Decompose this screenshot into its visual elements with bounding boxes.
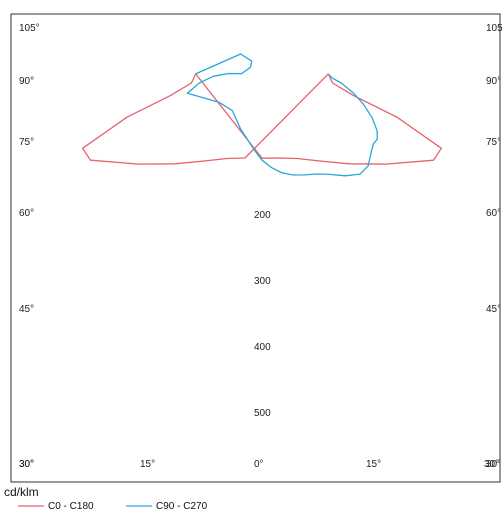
- right-angle-label: 105°: [486, 23, 502, 34]
- bottom-angle-label: 30°: [19, 459, 34, 470]
- unit-label: cd/klm: [4, 485, 39, 499]
- chart-frame: [10, 13, 501, 483]
- left-angle-label: 45°: [19, 304, 34, 315]
- legend-label: C0 - C180: [48, 501, 94, 512]
- plot-border: [10, 13, 501, 483]
- left-angle-label: 60°: [19, 208, 34, 219]
- left-angle-label: 30°: [19, 459, 34, 470]
- bottom-angle-label: 0°: [254, 459, 264, 470]
- bottom-angle-label: 15°: [140, 459, 155, 470]
- radial-label: 200: [254, 210, 271, 221]
- series-line-1: [81, 73, 443, 165]
- right-angle-label: 90°: [486, 76, 501, 87]
- bottom-angle-label: 30°: [484, 459, 499, 470]
- radial-label: 300: [254, 276, 271, 287]
- radial-labels: 200 300 400 500: [254, 210, 271, 419]
- bottom-angle-label: 15°: [366, 459, 381, 470]
- right-angle-label: 75°: [486, 137, 501, 148]
- legend-label: C90 - C270: [156, 501, 208, 512]
- series-line-2: [186, 53, 378, 177]
- right-angle-label: 30°: [486, 459, 501, 470]
- left-angle-label: 75°: [19, 137, 34, 148]
- left-angle-label: 90°: [19, 76, 34, 87]
- right-angle-label: 45°: [486, 304, 501, 315]
- series-layer: [81, 53, 443, 177]
- angle-labels: 105° 90° 75° 60° 45° 30° 105° 90° 75° 60° 45° 30° 30…: [19, 23, 502, 470]
- legend: C0 - C180 C90 - C270: [18, 501, 208, 512]
- right-angle-label: 60°: [486, 208, 501, 219]
- radial-label: 400: [254, 342, 271, 353]
- radial-label: 500: [254, 408, 271, 419]
- left-angle-label: 105°: [19, 23, 40, 34]
